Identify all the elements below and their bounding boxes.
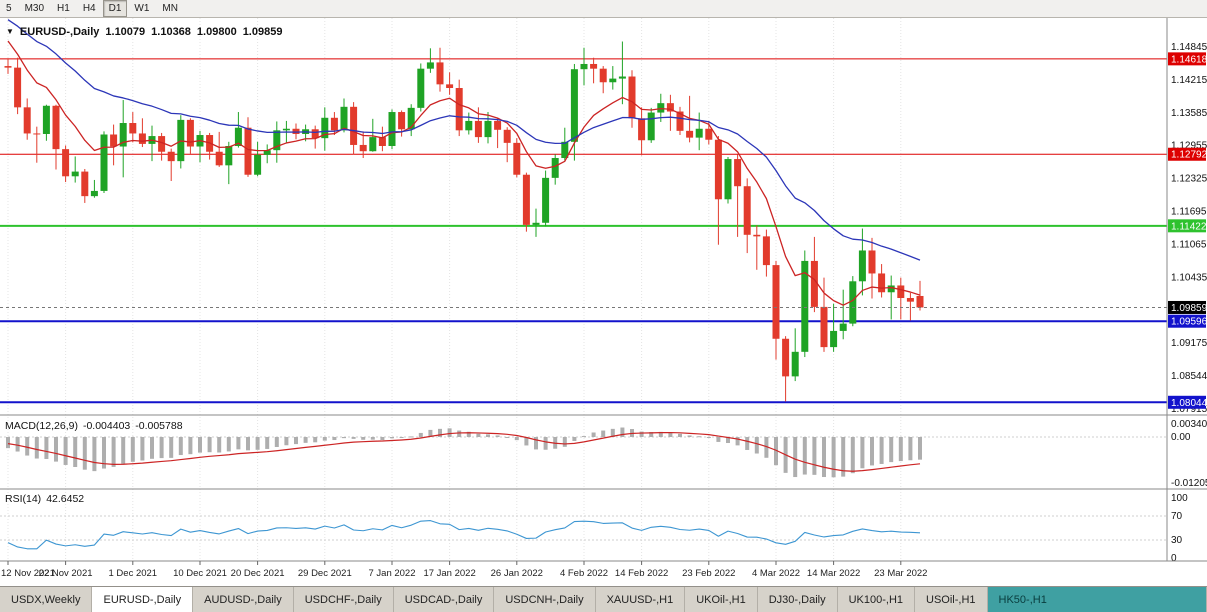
timeframe-button-h1[interactable]: H1: [57, 3, 70, 14]
level-price-label: 1.09596: [1171, 317, 1207, 328]
chart-low-value: 1.09800: [196, 26, 237, 38]
price-tick-label: 1.14215: [1171, 75, 1207, 86]
level-price-label: 1.08044: [1171, 398, 1207, 409]
timeframe-button-h4[interactable]: H4: [82, 3, 96, 14]
timeframe-button-m30[interactable]: M30: [24, 3, 45, 14]
date-tick-label: 22 Nov 2021: [39, 568, 93, 579]
price-tick-label: 1.14845: [1171, 42, 1207, 53]
date-tick-label: 4 Feb 2022: [560, 568, 608, 579]
chart-open-value: 1.10079: [105, 26, 146, 38]
timeframe-button-d1[interactable]: D1: [102, 0, 128, 17]
tab-audusd-daily[interactable]: AUDUSD-,Daily: [193, 587, 294, 612]
macd-name: MACD(12,26,9): [5, 420, 78, 432]
macd-axis-label: 0.00340: [1171, 419, 1207, 430]
rsi-indicator-label: RSI(14) 42.6452: [5, 493, 84, 505]
ma-slow-ma: [7, 19, 921, 261]
chart-area: 1.14845 1.14215 1.13585 1.12955 1.12325 1.116…: [0, 18, 1207, 586]
ma-fast-ma: [7, 40, 921, 306]
date-tick-label: 17 Jan 2022: [423, 568, 475, 579]
rsi-panel: 100 70 30 0: [0, 493, 1188, 564]
date-tick-label: 20 Dec 2021: [231, 568, 285, 579]
timeframe-toolbar: 5 M30 H1 H4 D1 W1 MN: [0, 0, 1207, 18]
macd-axis-label: -0.01205: [1171, 478, 1207, 489]
price-tick-label: 1.12955: [1171, 141, 1207, 152]
tab-usdx-weekly[interactable]: USDX,Weekly: [0, 587, 93, 612]
macd-value: -0.004403: [82, 420, 131, 432]
rsi-axis-label: 30: [1171, 535, 1183, 546]
date-tick-label: 14 Feb 2022: [615, 568, 668, 579]
date-tick-label: 7 Jan 2022: [368, 568, 415, 579]
date-tick-label: 14 Mar 2022: [807, 568, 860, 579]
date-tick-label: 29 Dec 2021: [298, 568, 352, 579]
timeframe-button-mn[interactable]: MN: [162, 3, 178, 14]
tab-usoil-h1[interactable]: USOil-,H1: [915, 587, 988, 612]
candles-layer: [4, 41, 924, 402]
chart-dropdown-icon[interactable]: ▼: [6, 27, 14, 36]
timeframe-button-w1[interactable]: W1: [134, 3, 150, 14]
price-tick-label: 1.08544: [1171, 371, 1207, 382]
macd-axis-label: 0.00: [1171, 432, 1191, 443]
tab-hk50-h1[interactable]: HK50-,H1: [987, 587, 1207, 612]
price-chart[interactable]: 1.14845 1.14215 1.13585 1.12955 1.12325 1.116…: [0, 18, 1207, 586]
rsi-name: RSI(14): [5, 493, 42, 505]
price-tick-label: 1.10435: [1171, 272, 1207, 283]
price-tick-label: 1.11065: [1171, 239, 1207, 250]
price-axis: 1.14845 1.14215 1.13585 1.12955 1.12325 1.116…: [1168, 42, 1207, 415]
rsi-axis-label: 70: [1171, 511, 1183, 522]
price-tick-label: 1.09175: [1171, 338, 1207, 349]
price-tick-label: 1.11695: [1171, 207, 1207, 218]
rsi-axis-label: 0: [1171, 553, 1177, 564]
macd-indicator-label: MACD(12,26,9) -0.004403 -0.005788: [5, 420, 183, 432]
rsi-axis-label: 100: [1171, 493, 1188, 504]
date-tick-label: 1 Dec 2021: [109, 568, 158, 579]
tab-usdchf-daily[interactable]: USDCHF-,Daily: [294, 587, 394, 612]
price-tick-label: 1.07915: [1171, 404, 1207, 415]
chart-symbol: EURUSD-,Daily: [19, 26, 100, 38]
date-tick-label: 23 Mar 2022: [874, 568, 927, 579]
tab-usdcad-daily[interactable]: USDCAD-,Daily: [394, 587, 495, 612]
current-price-label: 1.09859: [1171, 303, 1207, 314]
tab-xauusd-h1[interactable]: XAUUSD-,H1: [596, 587, 686, 612]
date-tick-label: 10 Dec 2021: [173, 568, 227, 579]
tab-ukoil-h1[interactable]: UKOil-,H1: [685, 587, 758, 612]
tab-eurusd-daily[interactable]: EURUSD-,Daily: [92, 587, 194, 612]
chart-title: ▼ EURUSD-,Daily 1.10079 1.10368 1.09800 …: [6, 26, 282, 38]
tab-dj30-daily[interactable]: DJ30-,Daily: [758, 587, 838, 612]
level-price-label: 1.14618: [1171, 54, 1207, 65]
date-tick-label: 23 Feb 2022: [682, 568, 735, 579]
grid-layer: [7, 18, 902, 561]
tab-uk100-h1[interactable]: UK100-,H1: [838, 587, 916, 612]
date-tick-label: 12 Nov 2021: [1, 568, 55, 579]
price-tick-label: 1.13585: [1171, 108, 1207, 119]
chart-high-value: 1.10368: [151, 26, 191, 38]
levels-layer: [0, 58, 1167, 404]
panel-separators: [0, 18, 1207, 562]
macd-panel: 0.00340 0.00 -0.01205: [0, 419, 1207, 489]
chart-tabs-bar: USDX,Weekly EURUSD-,Daily AUDUSD-,Daily …: [0, 586, 1207, 612]
level-price-label: 1.11422: [1171, 221, 1207, 232]
timeframe-button-m5[interactable]: 5: [6, 3, 12, 14]
chart-close-value: 1.09859: [242, 26, 283, 38]
macd-signal-value: -0.005788: [135, 420, 183, 432]
rsi-value: 42.6452: [46, 493, 85, 505]
date-tick-label: 4 Mar 2022: [752, 568, 800, 579]
price-tick-label: 1.12325: [1171, 174, 1207, 185]
tab-usdcnh-daily[interactable]: USDCNH-,Daily: [494, 587, 596, 612]
date-tick-label: 26 Jan 2022: [491, 568, 543, 579]
level-price-label: 1.12792: [1171, 150, 1207, 161]
